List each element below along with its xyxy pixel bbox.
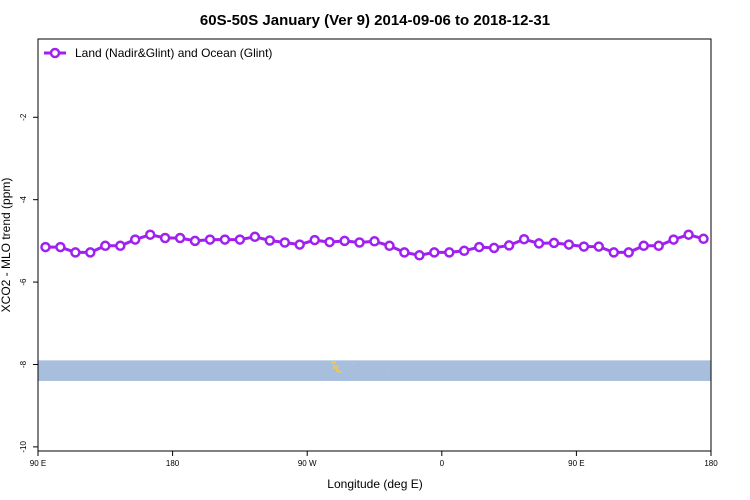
data-point [234,234,246,245]
land-patch [339,371,342,373]
data-point [488,242,500,254]
data-point [219,234,231,245]
data-point [623,247,634,258]
data-point [384,240,395,252]
latitude-band-layer [38,360,711,381]
land-patch [331,361,336,364]
x-tick-label: 90 E [30,459,46,468]
data-point [444,247,455,258]
y-tick-label: -6 [19,278,28,286]
data-point [503,240,515,251]
data-point [144,229,156,240]
y-tick-label: -8 [19,360,28,368]
y-axis: -2 -4 -6 -8 -10 [19,113,38,453]
data-point [698,233,709,245]
y-axis-label: XCO2 - MLO trend (ppm) [0,178,13,313]
data-point [518,233,530,245]
data-point [369,236,380,247]
data-point [548,237,560,249]
data-point [473,241,485,253]
data-point [354,237,365,248]
x-tick-label: 180 [166,459,180,468]
x-tick-label: 90 E [568,459,584,468]
data-point [40,241,51,253]
land-patch [352,363,354,364]
data-point [100,240,111,252]
latitude-band [38,360,711,381]
data-point [533,238,545,249]
data-point [174,232,186,244]
x-axis-label: Longitude (deg E) [327,477,422,491]
y-tick-label: -4 [19,196,28,204]
land-patch [336,369,339,372]
y-tick-label: -10 [19,441,28,453]
data-point [578,241,590,252]
data-point [249,231,261,243]
x-tick-label: 180 [704,459,718,468]
legend-marker [49,47,61,59]
data-point [115,240,126,252]
data-point [324,236,335,248]
series-layer [40,229,709,261]
data-point [608,247,620,258]
data-point [129,234,141,245]
x-tick-label: 0 [440,459,445,468]
land-patch [387,370,388,372]
data-point [264,235,276,246]
data-point [458,245,470,257]
data-point [189,235,201,247]
data-point [294,239,305,250]
legend: Land (Nadir&Glint) and Ocean (Glint) [44,46,272,60]
data-point [683,229,694,240]
x-tick-label: 90 W [298,459,317,468]
data-point [279,237,291,248]
data-point [339,235,350,247]
data-point [668,234,679,245]
x-axis: 90 E 180 90 W 0 90 E 180 [30,451,718,468]
data-point [309,234,320,246]
y-tick-label: -2 [19,113,28,121]
land-patch [333,365,338,369]
chart-title: 60S-50S January (Ver 9) 2014-09-06 to 20… [200,12,550,29]
plot-frame [37,38,712,452]
data-point [653,240,664,252]
data-point [593,241,605,252]
data-point [414,250,425,261]
data-point [204,234,216,245]
data-point [159,232,171,244]
data-point [70,247,81,258]
data-point [399,247,410,258]
data-point [55,241,66,253]
data-point [563,239,575,250]
data-point [638,240,649,252]
data-point [85,247,96,258]
legend-entry: Land (Nadir&Glint) and Ocean (Glint) [75,46,272,60]
data-point [429,247,440,258]
